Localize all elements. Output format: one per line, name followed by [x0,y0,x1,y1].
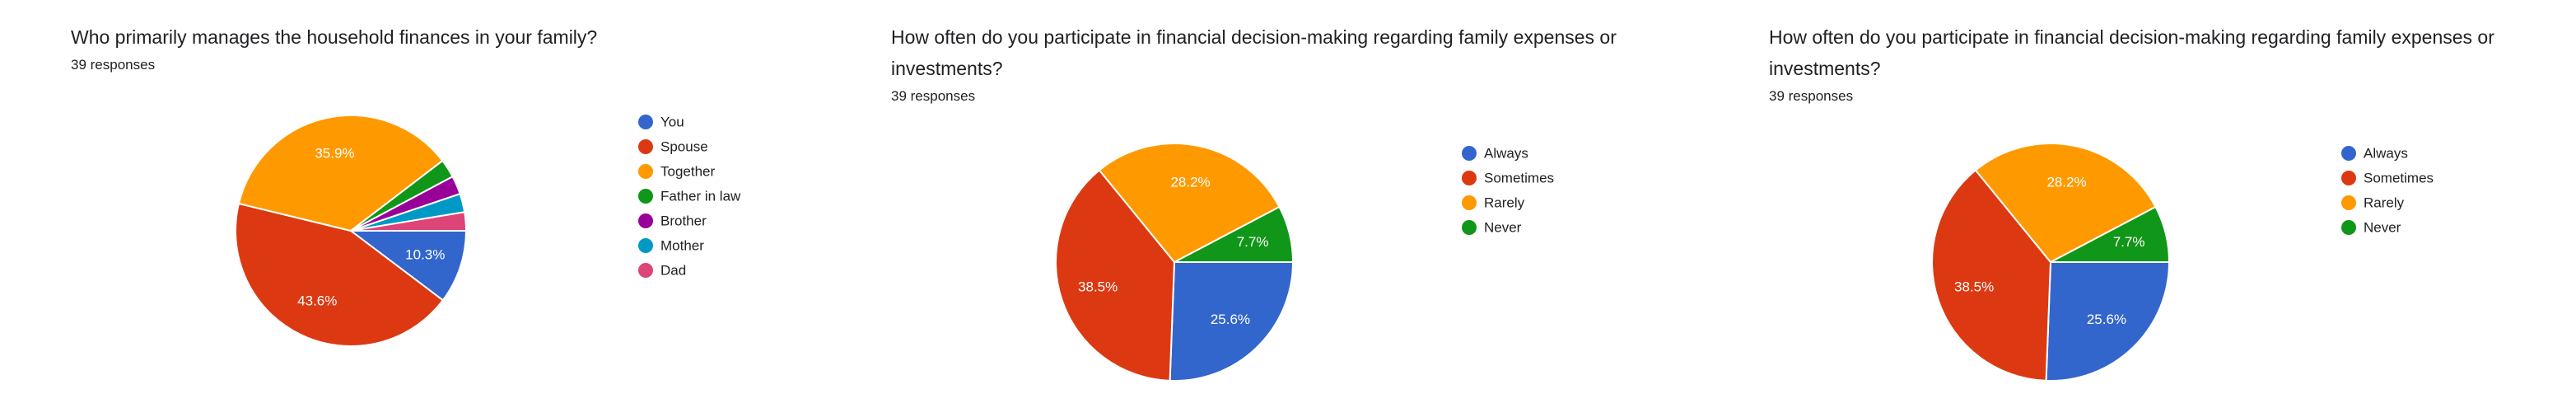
pie-slice [2050,205,2171,263]
pie-slice [348,230,468,302]
data-label: 38.5% [1078,279,1118,295]
chart-header: How often do you participate in financia… [1769,21,2572,109]
chart-title: How often do you participate in financia… [1769,26,2494,79]
legend-marker [638,115,653,129]
legend-label: You [660,114,684,129]
chart-subtitle: 39 responses [891,88,976,104]
legend-marker [2341,146,2356,161]
legend-label: Spouse [660,138,708,154]
legend-marker [638,189,653,204]
data-label: 28.2% [2046,175,2086,190]
legend-marker [638,238,653,253]
legend-label: Dad [660,262,686,278]
legend-marker [2341,195,2356,210]
legend-label: Rarely [2364,195,2405,210]
legend-label: Never [1484,219,1522,235]
data-label: 38.5% [1954,279,1994,295]
pie-slice [350,211,468,232]
pie-slice [1174,205,1295,263]
chart-subtitle: 39 responses [1769,88,1854,104]
legend-label: Always [1484,145,1528,161]
legend-label: Mother [660,237,704,253]
pie-slice [2045,261,2171,382]
data-label: 43.6% [297,293,337,309]
pie-slice [1169,261,1295,382]
chart-title: Who primarily manages the household fina… [71,26,598,48]
data-label: 7.7% [1237,234,1269,250]
chart-header: Who primarily manages the household fina… [71,21,874,77]
data-label: 28.2% [1170,175,1210,190]
legend-label: Sometimes [2364,170,2434,185]
data-label: 35.9% [315,145,354,161]
legend-marker [1462,171,1477,185]
legend-marker [1462,195,1477,210]
legend-label: Father in law [660,188,741,204]
legend-marker [1462,220,1477,235]
pie-slice [1098,143,1281,264]
data-label: 25.6% [1211,312,1250,327]
legend-marker [638,164,653,179]
data-label: 7.7% [2113,234,2145,250]
legend-marker [1462,146,1477,161]
legend-marker [638,263,653,278]
chart-title: How often do you participate in financia… [891,26,1617,79]
legend-label: Never [2364,219,2401,235]
legend-marker [2341,171,2356,185]
legend-label: Rarely [1484,195,1525,210]
legend-marker [638,139,653,154]
data-label: 25.6% [2087,312,2126,327]
legend-label: Brother [660,213,707,228]
legend-marker [2341,220,2356,235]
data-label: 10.3% [405,247,445,263]
pie-slice [1055,169,1176,382]
chart-header: How often do you participate in financia… [891,21,1694,109]
legend-label: Sometimes [1484,170,1554,185]
chart-subtitle: 39 responses [71,57,156,73]
legend-marker [638,213,653,228]
pie-slice [235,202,445,347]
pie-slice [1931,169,2052,382]
legend-label: Always [2364,145,2408,161]
pie-slice [237,115,444,232]
pie-slice [1974,143,2157,264]
legend-label: Together [660,163,715,179]
